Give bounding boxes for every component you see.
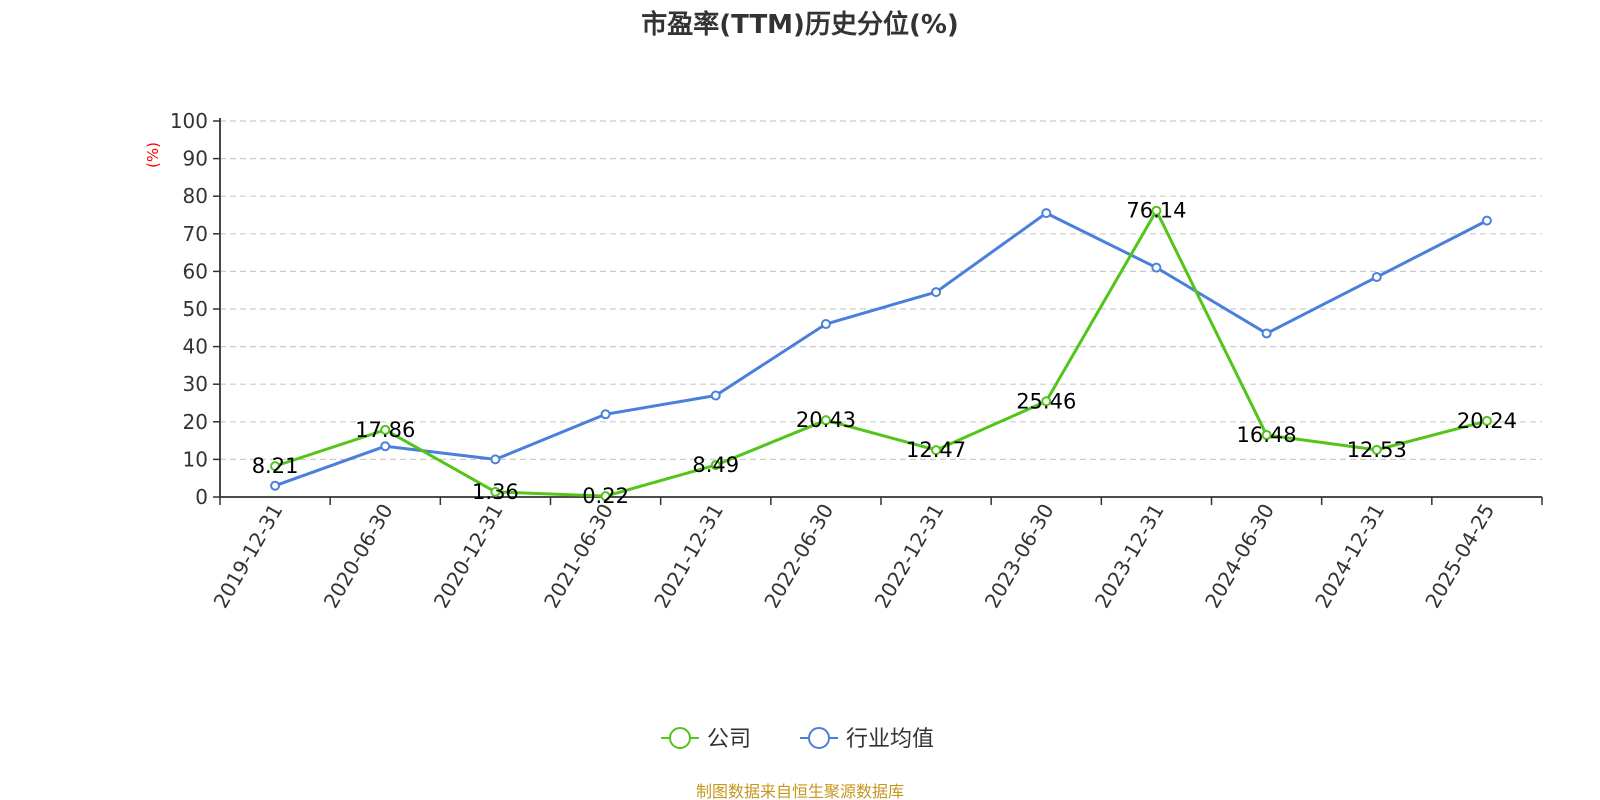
chart-title: 市盈率(TTM)历史分位(%) <box>641 9 959 40</box>
data-labels: 8.21 17.86 1.36 0.22 8.49 20.43 12.47 25.46 76.1… <box>252 199 1517 508</box>
data-label: 8.49 <box>692 453 739 477</box>
data-label: 12.53 <box>1347 438 1407 462</box>
grid <box>220 120 1542 460</box>
axes: 0 10 20 30 40 50 60 70 80 90 100 2019-12-31 2020-06-… <box>170 109 1543 613</box>
legend-label-1[interactable]: 行业均值 <box>846 727 934 752</box>
y-tick-label: 90 <box>183 147 208 171</box>
data-point[interactable] <box>820 319 831 330</box>
y-tick-label: 100 <box>170 109 208 133</box>
legend[interactable]: 公司 行业均值 <box>661 727 934 752</box>
data-point[interactable] <box>600 491 611 502</box>
x-tick-label: 2019-12-31 <box>209 500 288 613</box>
data-label: 12.47 <box>906 438 966 462</box>
data-point[interactable] <box>1481 415 1492 426</box>
y-tick-label: 10 <box>183 447 208 471</box>
x-tick-label: 2020-06-30 <box>319 500 398 613</box>
data-point[interactable] <box>931 445 942 456</box>
y-axis-label: (%) <box>144 142 162 168</box>
x-tick-label: 2024-06-30 <box>1200 500 1279 613</box>
x-tick-label: 2024-12-31 <box>1310 500 1389 613</box>
data-point[interactable] <box>1041 396 1052 407</box>
y-tick-label: 0 <box>195 485 208 509</box>
x-tick-label: 2025-04-25 <box>1420 500 1499 613</box>
series-line-1 <box>274 211 1488 488</box>
data-label: 20.43 <box>796 408 856 432</box>
data-point[interactable] <box>1151 205 1162 216</box>
y-tick-label: 20 <box>183 410 208 434</box>
data-point[interactable] <box>600 409 611 420</box>
data-point[interactable] <box>931 287 942 298</box>
y-tick-label: 70 <box>183 222 208 246</box>
x-tick-label: 2022-06-30 <box>759 500 838 613</box>
data-point[interactable] <box>1481 215 1492 226</box>
legend-marker-0 <box>669 727 691 749</box>
data-label: 16.48 <box>1237 423 1297 447</box>
x-tick-label: 2023-06-30 <box>980 500 1059 613</box>
data-point[interactable] <box>490 486 501 497</box>
data-label: 76.14 <box>1126 199 1186 223</box>
data-label: 8.21 <box>252 454 299 478</box>
data-point[interactable] <box>490 454 501 465</box>
x-tick-label: 2021-06-30 <box>539 500 618 613</box>
data-label: 20.24 <box>1457 409 1517 433</box>
data-point[interactable] <box>1371 272 1382 283</box>
series <box>270 205 1492 502</box>
y-tick-label: 40 <box>183 335 208 359</box>
data-point[interactable] <box>1371 444 1382 455</box>
data-label: 0.22 <box>582 484 629 508</box>
y-tick-label: 30 <box>183 372 208 396</box>
source-note: 制图数据来自恒生聚源数据库 <box>696 782 904 800</box>
x-tick-label: 2023-12-31 <box>1090 500 1169 613</box>
data-point[interactable] <box>820 415 831 426</box>
data-point[interactable] <box>1151 262 1162 273</box>
data-point[interactable] <box>1041 208 1052 219</box>
data-point[interactable] <box>710 390 721 401</box>
legend-label-0[interactable]: 公司 <box>707 727 751 752</box>
y-tick-label: 60 <box>183 259 208 283</box>
legend-marker-1 <box>808 727 830 749</box>
data-label: 25.46 <box>1016 389 1076 413</box>
data-point[interactable] <box>270 480 281 491</box>
data-point[interactable] <box>380 441 391 452</box>
series-line-0 <box>274 209 1488 498</box>
data-point[interactable] <box>1261 328 1272 339</box>
x-tick-label: 2021-12-31 <box>649 500 728 613</box>
data-label: 1.36 <box>472 480 519 504</box>
y-tick-label: 80 <box>183 184 208 208</box>
x-tick-label: 2020-12-31 <box>429 499 508 612</box>
data-point[interactable] <box>380 424 391 435</box>
data-label: 17.86 <box>355 418 415 442</box>
data-point[interactable] <box>270 461 281 472</box>
x-tick-label: 2022-12-31 <box>870 499 949 612</box>
data-point[interactable] <box>1261 430 1272 441</box>
y-tick-label: 50 <box>183 297 208 321</box>
data-point[interactable] <box>710 460 721 471</box>
